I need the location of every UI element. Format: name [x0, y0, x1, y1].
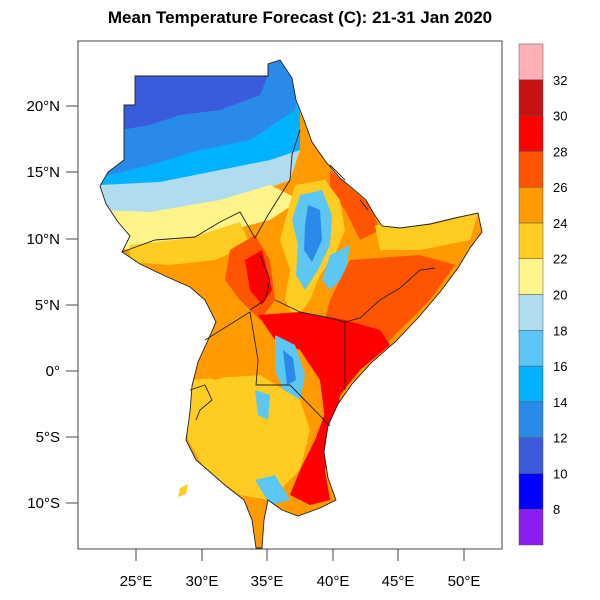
colorbar-swatch — [518, 258, 544, 295]
y-tick-label: 20°N — [26, 98, 60, 115]
temperature-field — [99, 59, 483, 549]
field-victoria-rim — [255, 390, 270, 420]
colorbar-label: 22 — [553, 252, 567, 267]
colorbar-swatch — [518, 401, 544, 438]
colorbar-label: 16 — [553, 359, 567, 374]
field-rift-cold — [283, 350, 296, 385]
x-tick-label: 50°E — [448, 573, 481, 590]
colorbar: 8 10 12 14 16 18 20 22 24 26 28 30 32 — [518, 43, 567, 546]
y-tick-label: 10°N — [26, 231, 60, 248]
colorbar-label: 24 — [553, 216, 567, 231]
colorbar-label: 26 — [553, 180, 567, 195]
map-title: Mean Temperature Forecast (C): 21-31 Jan… — [107, 8, 493, 27]
colorbar-label: 20 — [553, 288, 567, 303]
map-frame — [77, 40, 503, 550]
x-tick-label: 35°E — [251, 573, 284, 590]
colorbar-label: 18 — [553, 323, 567, 338]
x-tick-label: 25°E — [120, 573, 153, 590]
x-tick-label: 40°E — [317, 573, 350, 590]
colorbar-label: 28 — [553, 144, 567, 159]
colorbar-swatch — [518, 115, 544, 152]
colorbar-label: 12 — [553, 431, 567, 446]
colorbar-label: 32 — [553, 73, 567, 88]
field-10-12 — [120, 70, 270, 130]
colorbar-swatch — [518, 330, 544, 367]
colorbar-swatch — [518, 365, 544, 403]
y-tick-label: 5°N — [35, 297, 60, 314]
colorbar-swatch — [518, 186, 544, 224]
y-tick-label: 10°S — [27, 495, 60, 512]
ethiopia-kenya-border — [249, 254, 436, 323]
kenya-uganda-tanzania-borders — [204, 311, 346, 427]
field-highland-cold — [304, 205, 322, 262]
x-tick-label: 45°E — [382, 573, 415, 590]
sudan-south-sudan-border — [121, 129, 301, 253]
colorbar-label: 30 — [553, 109, 567, 124]
colorbar-swatch — [518, 43, 544, 81]
y-tick-label: 5°S — [36, 429, 60, 446]
colorbar-swatch — [518, 437, 544, 474]
field-southern-highland — [255, 475, 290, 505]
x-axis: 25°E 30°E 35°E 40°E 45°E 50°E — [120, 549, 481, 590]
y-axis: 20°N 15°N 10°N 5°N 0° 5°S 10°S — [26, 98, 78, 512]
field-highland-se — [322, 245, 350, 290]
colorbar-label: 8 — [553, 502, 560, 517]
colorbar-swatch — [518, 79, 544, 116]
y-tick-label: 15°N — [26, 164, 60, 181]
field-28-30-a — [245, 250, 272, 305]
field-22-24 — [130, 222, 250, 265]
field-22-24-d — [186, 375, 310, 500]
colorbar-swatch — [518, 294, 544, 331]
colorbar-swatch — [518, 222, 544, 259]
field-22-24-b — [375, 213, 478, 250]
field-26-28-b — [330, 170, 380, 240]
colorbar-swatch — [518, 508, 544, 546]
colorbar-swatch — [518, 151, 544, 188]
colorbar-swatch — [518, 473, 544, 510]
field-20-22 — [100, 185, 300, 250]
colorbar-label: 10 — [553, 466, 567, 481]
rwanda-burundi-borders — [189, 384, 213, 421]
field-28-30-d — [290, 395, 340, 505]
colorbar-label: 14 — [553, 395, 567, 410]
field-18-20 — [100, 150, 300, 215]
y-tick-label: 0° — [46, 363, 60, 380]
eritrea-djibouti-borders — [329, 164, 369, 211]
field-isolated-patch — [178, 484, 188, 497]
x-tick-label: 30°E — [186, 573, 219, 590]
field-28-30-c — [258, 312, 390, 420]
